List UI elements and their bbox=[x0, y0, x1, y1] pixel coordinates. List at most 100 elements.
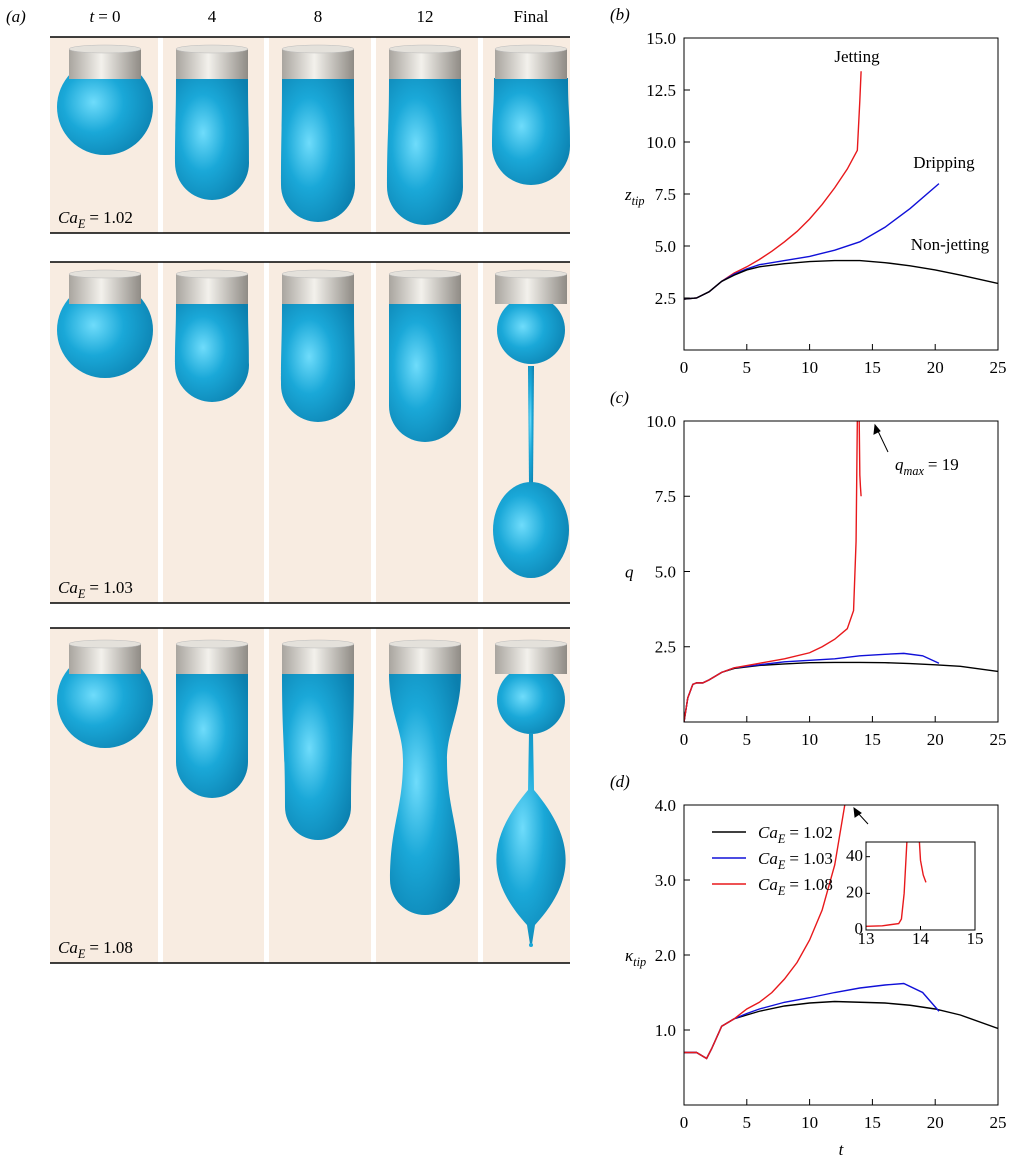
series-line bbox=[684, 259, 998, 300]
y-tick-label: 5.0 bbox=[655, 562, 676, 581]
nozzle-top bbox=[175, 639, 249, 649]
x-tick-label: 0 bbox=[680, 358, 689, 377]
label-subscript: E bbox=[777, 832, 786, 846]
label-text: = 0 bbox=[98, 7, 120, 26]
arrow-line bbox=[876, 428, 889, 453]
y-tick-label: 7.5 bbox=[655, 185, 676, 204]
y-tick-label: 1.0 bbox=[655, 1021, 676, 1040]
droplet bbox=[493, 482, 569, 578]
label-base: Ca bbox=[58, 938, 78, 957]
label-text: = 1.08 bbox=[789, 875, 833, 894]
y-tick-label: 40 bbox=[846, 846, 863, 865]
y-tick-label: 20 bbox=[846, 883, 863, 902]
droplet bbox=[497, 296, 565, 364]
series-line bbox=[866, 842, 927, 928]
plot-frame bbox=[865, 841, 976, 931]
y-tick-label: 2.5 bbox=[655, 638, 676, 657]
x-tick-label: 25 bbox=[990, 358, 1007, 377]
arrow-head bbox=[873, 423, 881, 435]
droplet bbox=[57, 282, 153, 378]
series-line bbox=[684, 661, 998, 722]
droplet bbox=[389, 303, 461, 442]
label-text: = 1.03 bbox=[789, 849, 833, 868]
panel-label: (b) bbox=[610, 5, 630, 24]
droplet bbox=[281, 303, 355, 422]
droplet bbox=[57, 652, 153, 748]
series-label: Dripping bbox=[913, 153, 975, 172]
nozzle bbox=[69, 274, 141, 304]
snapshot-row: CaE = 1.08 bbox=[50, 627, 570, 964]
plot-frame bbox=[683, 420, 999, 723]
x-tick-label: 20 bbox=[927, 358, 944, 377]
parameter-label: CaE = 1.03 bbox=[58, 578, 133, 601]
label-base: Ca bbox=[758, 849, 778, 868]
droplet bbox=[492, 78, 570, 185]
nozzle bbox=[495, 644, 567, 674]
x-tick-label: 13 bbox=[858, 929, 875, 948]
nozzle-top bbox=[281, 269, 355, 279]
column-separator bbox=[158, 628, 163, 963]
column-separator bbox=[371, 262, 376, 603]
y-axis-label: κtip bbox=[625, 946, 646, 969]
series-line bbox=[684, 805, 846, 1060]
label-base: Ca bbox=[58, 578, 78, 597]
x-tick-label: 10 bbox=[801, 1113, 818, 1132]
plot-frame bbox=[683, 37, 999, 351]
label-subscript: E bbox=[777, 858, 786, 872]
x-tick-label: 5 bbox=[743, 1113, 752, 1132]
label-subscript: E bbox=[777, 884, 786, 898]
charts: (b) 2.5 5.0 7.5 10.0 12.5 15.0 0 5 10 15 20 25 Jettin… bbox=[610, 5, 1007, 1159]
droplet-spindle bbox=[496, 733, 566, 944]
nozzle-top bbox=[494, 639, 568, 649]
droplet bbox=[175, 78, 249, 200]
label-text: = 1.02 bbox=[89, 208, 133, 227]
x-tick-label: 15 bbox=[864, 1113, 881, 1132]
x-tick-label: 25 bbox=[990, 1113, 1007, 1132]
x-axis-label: t bbox=[839, 1140, 845, 1159]
label-subscript: tip bbox=[633, 955, 646, 969]
chart: (b) 2.5 5.0 7.5 10.0 12.5 15.0 0 5 10 15 20 25 Jettin… bbox=[610, 5, 1007, 377]
column-separator bbox=[478, 628, 483, 963]
y-tick-label: 0 bbox=[855, 919, 864, 938]
nozzle bbox=[176, 644, 248, 674]
nozzle bbox=[282, 644, 354, 674]
series-label: Jetting bbox=[834, 47, 880, 66]
label-subscript: E bbox=[77, 587, 86, 601]
label-base: t bbox=[839, 1140, 845, 1159]
y-tick-label: 7.5 bbox=[655, 487, 676, 506]
label-text: = 1.02 bbox=[789, 823, 833, 842]
nozzle bbox=[495, 49, 567, 79]
droplet-thread bbox=[528, 366, 534, 485]
label-base: Ca bbox=[58, 208, 78, 227]
column-separator bbox=[371, 37, 376, 233]
droplet bbox=[387, 78, 463, 225]
label-text: = 19 bbox=[928, 455, 959, 474]
label-base: Ca bbox=[758, 875, 778, 894]
series-label: Non-jetting bbox=[911, 235, 990, 254]
column-separator bbox=[264, 262, 269, 603]
nozzle-top bbox=[281, 639, 355, 649]
column-label: t = 0 bbox=[89, 7, 120, 26]
x-tick-label: 0 bbox=[680, 1113, 689, 1132]
nozzle-top bbox=[494, 269, 568, 279]
x-tick-label: 14 bbox=[912, 929, 930, 948]
label-base: q bbox=[625, 563, 634, 582]
nozzle bbox=[282, 274, 354, 304]
x-tick-label: 10 bbox=[801, 730, 818, 749]
nozzle bbox=[495, 274, 567, 304]
x-tick-label: 5 bbox=[743, 730, 752, 749]
arrow-head bbox=[853, 806, 862, 818]
nozzle-top bbox=[68, 269, 142, 279]
annotation: qmax = 19 bbox=[895, 455, 959, 478]
x-tick-label: 25 bbox=[990, 730, 1007, 749]
y-tick-label: 4.0 bbox=[655, 796, 676, 815]
column-label: 8 bbox=[314, 7, 323, 26]
nozzle-top bbox=[281, 44, 355, 54]
label-base: κ bbox=[625, 946, 634, 965]
arrow bbox=[853, 423, 889, 825]
